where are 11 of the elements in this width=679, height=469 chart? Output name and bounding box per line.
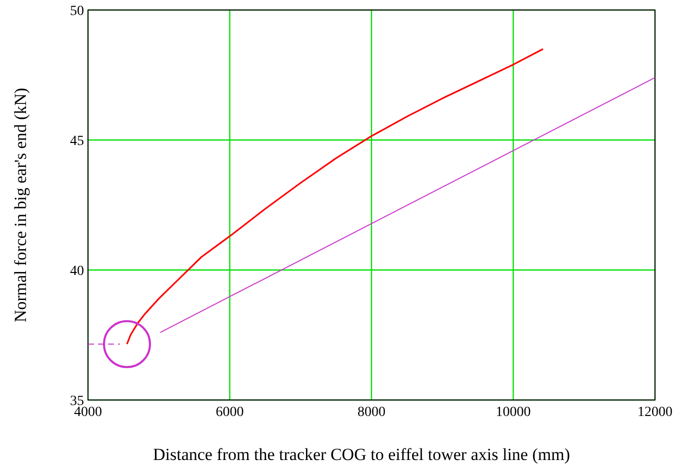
y-tick-label: 45 (70, 134, 84, 149)
y-tick-label: 40 (70, 264, 84, 279)
x-axis-title: Distance from the tracker COG to eiffel tower axis line (mm) (153, 445, 570, 464)
line-series (126, 48, 544, 345)
y-tick-label: 50 (70, 4, 84, 19)
x-tick-label: 6000 (216, 405, 244, 420)
x-tick-label: 10000 (496, 405, 531, 420)
x-tick-label: 8000 (358, 405, 386, 420)
y-axis-title: Normal force in big ear's end (kN) (11, 88, 30, 322)
x-tick-label: 12000 (638, 405, 672, 420)
x-tick-label: 4000 (74, 405, 102, 420)
